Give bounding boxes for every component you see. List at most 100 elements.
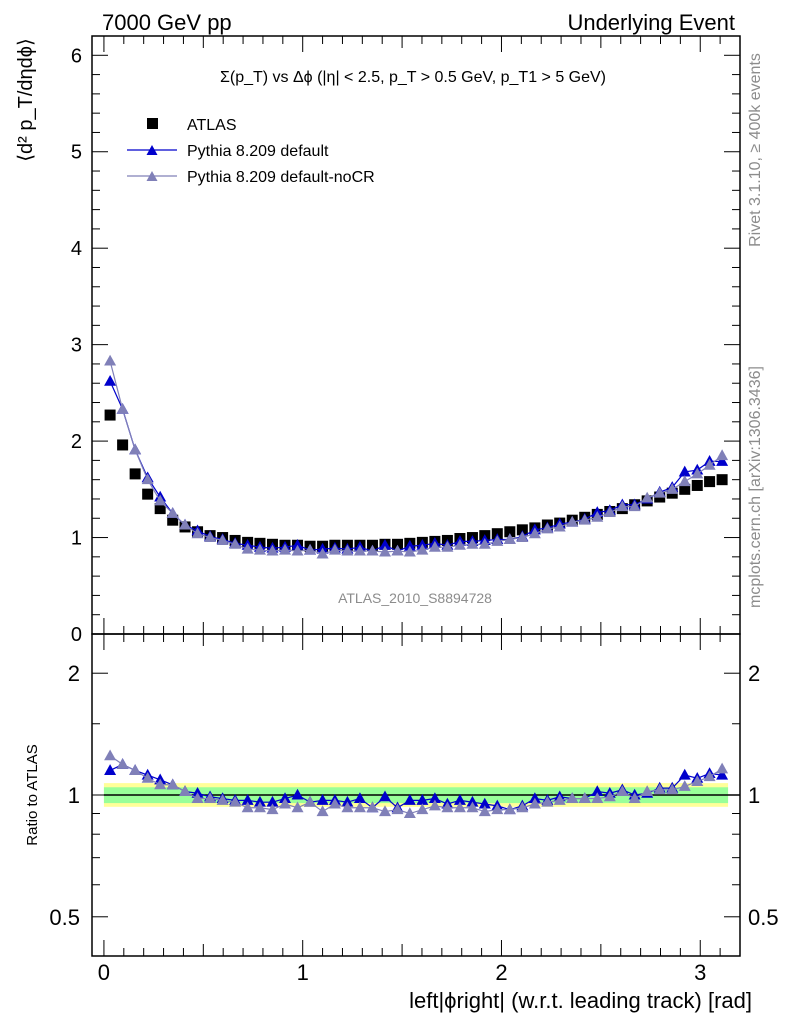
main-y-tick-label: 2 [71, 431, 82, 453]
pythia-8-209-default-ratio-point [279, 792, 292, 804]
atlas-data-point [167, 514, 179, 526]
pythia-8-209-default-nocr-ratio-point [641, 785, 654, 797]
pythia-8-209-default-nocr-ratio-point [154, 778, 167, 790]
pythia-8-209-default-nocr-ratio-point [541, 795, 554, 807]
legend-entry-pythia-default: Pythia 8.209 default [127, 143, 329, 160]
atlas-data-point [504, 526, 516, 538]
pythia-8-209-default-ratio-point [341, 795, 354, 807]
pythia-8-209-default-nocr-point [266, 544, 279, 556]
pythia-8-209-default-nocr-point [216, 534, 229, 545]
pythia-8-209-default-point [291, 538, 304, 550]
pythia-8-209-default-point [403, 539, 416, 551]
pythia-8-209-default-nocr-point [191, 527, 204, 539]
pythia-8-209-default-nocr-point [229, 538, 242, 549]
pythia-8-209-default-ratio-point [104, 764, 117, 775]
pythia-8-209-default-nocr-point [653, 486, 666, 498]
atlas-data-point [104, 409, 116, 421]
pythia-8-209-default-nocr-point [528, 527, 541, 539]
pythia-8-209-default-nocr-point [141, 473, 154, 485]
pythia-8-209-default-nocr-point [154, 494, 167, 506]
pythia-8-209-default-ratio-point [253, 795, 266, 807]
pythia-8-209-default-nocr-point [279, 543, 292, 555]
pythia-8-209-default-nocr-ratio-point [403, 807, 416, 819]
pythia-8-209-default-nocr-point [516, 531, 529, 543]
atlas-data-point [691, 479, 703, 491]
pythia-8-209-default-ratio-point [416, 794, 429, 805]
legend-label-nocr: Pythia 8.209 default-noCR [187, 169, 375, 186]
pythia-8-209-default-nocr-line [109, 360, 723, 555]
main-y-tick-label: 6 [71, 45, 82, 67]
pythia-8-209-default-nocr-ratio-point [366, 801, 379, 813]
pythia-8-209-default-ratio-point [453, 794, 466, 805]
atlas-data-point [716, 474, 728, 486]
pythia-8-209-default-point [678, 465, 691, 477]
legend-label-default: Pythia 8.209 default [187, 143, 329, 160]
pythia-8-209-default-nocr-point [466, 538, 479, 549]
pythia-8-209-default-nocr-point [166, 507, 179, 518]
x-tick-label: 0 [98, 960, 110, 985]
pythia-8-209-default-nocr-ratio-point [691, 775, 704, 786]
main-title: Σ(p_T) vs Δϕ (|η| < 2.5, p_T > 0.5 GeV, … [220, 69, 606, 86]
x-tick-label: 3 [694, 960, 706, 985]
pythia-8-209-default-ratio-point [716, 768, 729, 780]
ratio-series-layer [104, 749, 729, 819]
pythia-8-209-default-nocr-point [316, 547, 329, 559]
atlas-data-point [129, 468, 141, 480]
pythia-8-209-default-ratio-point [316, 794, 329, 805]
pythia-8-209-default-ratio-point [378, 790, 391, 802]
main-series-layer [104, 354, 729, 559]
pythia-8-209-default-nocr-point [104, 354, 117, 366]
pythia-8-209-default-nocr-ratio-point [341, 801, 354, 813]
pythia-8-209-default-nocr-ratio-point [491, 803, 504, 815]
pythia-8-209-default-nocr-ratio-point [204, 792, 217, 804]
pythia-8-209-default-nocr-point [353, 544, 366, 556]
x-tick-label: 1 [297, 960, 309, 985]
pythia-8-209-default-nocr-point [503, 533, 516, 544]
legend-entry-atlas: ATLAS [147, 117, 237, 134]
pythia-8-209-default-nocr-ratio-point [279, 797, 292, 809]
atlas-data-point [154, 503, 166, 515]
pythia-8-209-default-nocr-ratio-point [703, 770, 716, 782]
pythia-8-209-default-ratio-point [266, 795, 279, 807]
ratio-y-tick-label-right: 0.5 [748, 905, 779, 930]
legend-marker-square [147, 118, 158, 129]
pythia-8-209-default-ratio-point [353, 792, 366, 804]
pythia-8-209-default-nocr-point [578, 513, 591, 525]
pythia-8-209-default-nocr-ratio-point [578, 792, 591, 804]
x-axis-label: left|ϕright| (w.r.t. leading track) [rad… [409, 988, 752, 1013]
pythia-8-209-default-nocr-ratio-point [291, 801, 304, 813]
pythia-8-209-default-nocr-ratio-point [603, 790, 616, 802]
header-left: 7000 GeV pp [102, 10, 232, 35]
pythia-8-209-default-nocr-point [241, 542, 254, 554]
pythia-8-209-default-nocr-ratio-point [566, 792, 579, 804]
pythia-8-209-default-nocr-point [378, 545, 391, 557]
ratio-y-tick-label: 1 [68, 783, 80, 808]
atlas-data-point [392, 538, 404, 550]
ratio-x-ticks: 0 1 2 3 [98, 634, 721, 985]
pythia-8-209-default-nocr-point [366, 544, 379, 556]
pythia-8-209-default-point [378, 538, 391, 550]
legend-marker-triangle-default [146, 145, 158, 155]
pythia-8-209-default-nocr-ratio-point [253, 801, 266, 813]
pythia-8-209-default-nocr-ratio-point [478, 805, 491, 817]
header-right: Underlying Event [567, 10, 735, 35]
pythia-8-209-default-nocr-ratio-point [616, 785, 629, 797]
pythia-8-209-default-nocr-ratio-point [216, 794, 229, 805]
rivet-label: Rivet 3.1.10, ≥ 400k events [747, 53, 764, 247]
pythia-8-209-default-nocr-point [628, 500, 641, 512]
pythia-8-209-default-nocr-ratio-point [353, 801, 366, 813]
analysis-watermark: ATLAS_2010_S8894728 [338, 590, 492, 606]
pythia-8-209-default-nocr-ratio-point [104, 749, 117, 761]
pythia-8-209-default-nocr-ratio-point [678, 780, 691, 791]
main-y-tick-label: 0 [71, 624, 82, 646]
pythia-8-209-default-nocr-point [441, 540, 454, 552]
pythia-8-209-default-nocr-ratio-point [466, 801, 479, 813]
pythia-8-209-default-nocr-point [641, 491, 654, 503]
ratio-y-tick-label-right: 2 [748, 661, 760, 686]
pythia-8-209-default-nocr-ratio-point [528, 797, 541, 809]
pythia-8-209-default-nocr-point [179, 518, 192, 530]
pythia-8-209-default-nocr-ratio-point [591, 792, 604, 804]
main-ylabel: ⟨d² p_T/dηdϕ⟩ [15, 38, 37, 162]
pythia-8-209-default-nocr-point [716, 449, 729, 461]
atlas-data-point [142, 488, 154, 500]
